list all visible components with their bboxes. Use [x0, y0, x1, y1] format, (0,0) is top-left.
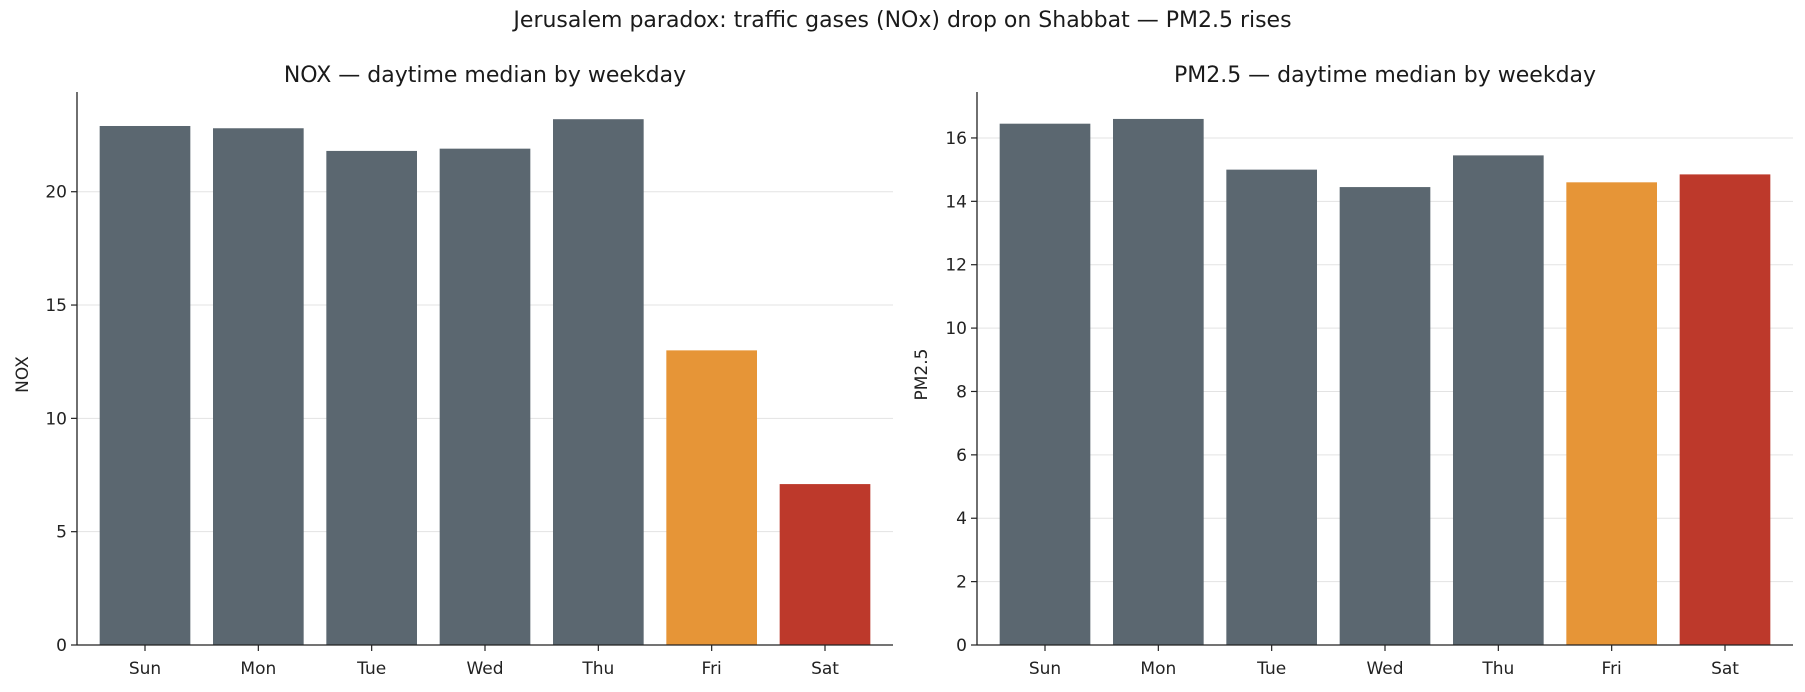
y-tick-label: 12: [945, 256, 967, 276]
y-axis-label: PM2.5: [912, 349, 932, 401]
x-tick-label: Sun: [1029, 659, 1061, 679]
x-tick-label: Thu: [581, 659, 614, 679]
y-tick-label: 15: [45, 296, 67, 316]
bar-fri: [1566, 182, 1657, 645]
figure-title: Jerusalem paradox: traffic gases (NOx) d…: [513, 8, 1292, 33]
bar-tue: [326, 150, 417, 646]
chart-panel-2: 0 2 4 6 8 10 12 14 16 Sun Mon Tue Wed Thu Fri Sat PM2.5 …: [912, 63, 1793, 679]
y-tick-label: 5: [56, 523, 67, 543]
bar-wed: [1339, 187, 1431, 645]
x-tick-label: Mon: [1140, 659, 1176, 679]
y-tick-label: 8: [956, 382, 967, 402]
x-tick-label: Fri: [1602, 659, 1622, 679]
chart-panel-1: 0 5 10 15 20 Sun Mon Tue Wed Thu Fri Sat NOX — dayti…: [13, 63, 893, 679]
bar-thu: [1453, 155, 1544, 645]
x-tick-label: Thu: [1481, 659, 1514, 679]
bar-sun: [999, 123, 1091, 645]
bar-sat: [779, 484, 871, 645]
bar-thu: [553, 119, 644, 646]
bar-tue: [1226, 169, 1317, 645]
panel-title: PM2.5 — daytime median by weekday: [1174, 63, 1596, 88]
y-tick-label: 10: [945, 319, 967, 339]
x-tick-label: Wed: [466, 659, 503, 679]
x-tick-label: Tue: [356, 659, 386, 679]
y-axis-label: NOX: [13, 356, 33, 393]
bar-wed: [439, 148, 531, 645]
x-tick-label: Sat: [1711, 659, 1739, 679]
bar-sat: [1679, 174, 1771, 645]
x-tick-label: Sun: [129, 659, 161, 679]
bar-mon: [1113, 118, 1204, 646]
panel-title: NOX — daytime median by weekday: [284, 63, 686, 88]
y-tick-label: 6: [956, 446, 967, 466]
y-tick-label: 0: [56, 636, 67, 656]
y-tick-label: 2: [956, 573, 967, 593]
y-tick-label: 4: [956, 509, 967, 529]
x-tick-label: Fri: [702, 659, 722, 679]
y-tick-label: 10: [45, 409, 67, 429]
y-tick-label: 0: [956, 636, 967, 656]
x-tick-label: Sat: [811, 659, 839, 679]
y-tick-label: 20: [45, 183, 67, 203]
bar-sun: [99, 125, 191, 645]
bar-mon: [213, 128, 304, 645]
y-tick-label: 14: [945, 192, 967, 212]
y-tick-label: 16: [945, 129, 967, 149]
bar-fri: [666, 350, 757, 645]
x-tick-label: Mon: [240, 659, 276, 679]
x-tick-label: Wed: [1366, 659, 1403, 679]
x-tick-label: Tue: [1256, 659, 1286, 679]
